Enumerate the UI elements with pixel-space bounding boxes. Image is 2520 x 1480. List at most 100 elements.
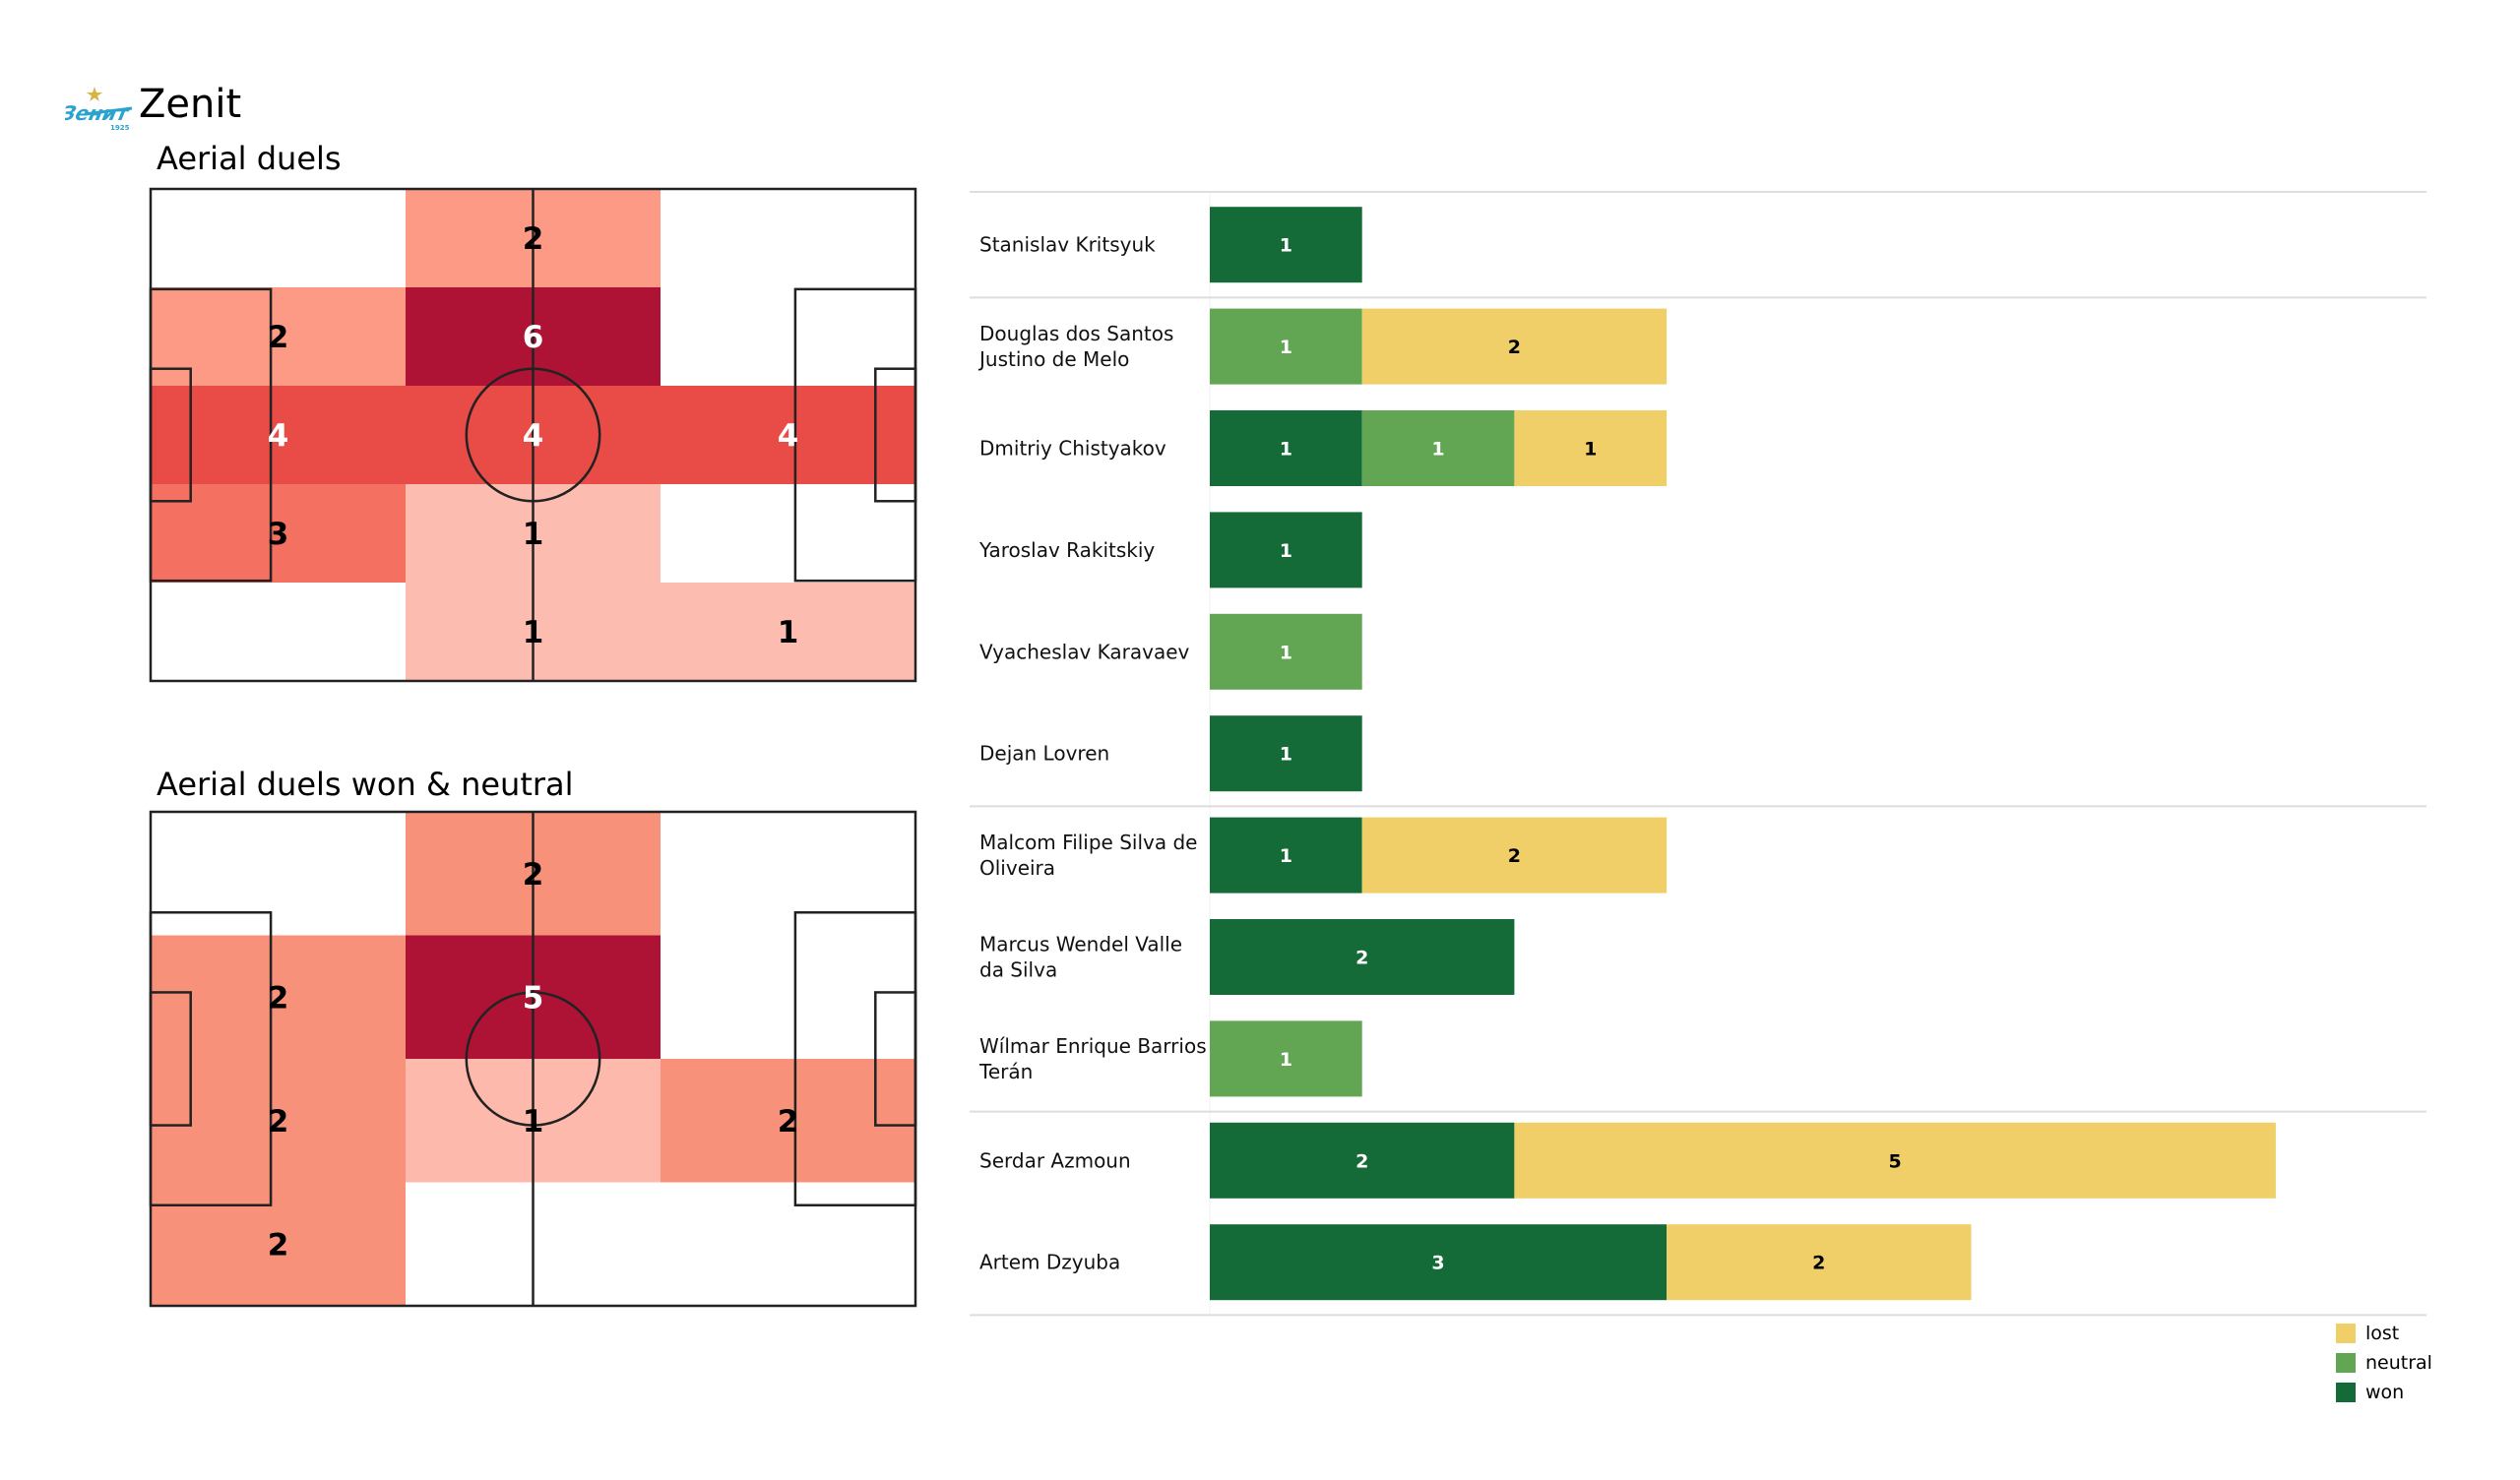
- goal-area-left: [149, 991, 192, 1127]
- heatmap-cell: [661, 1182, 916, 1307]
- heatmap-cell: [661, 189, 916, 288]
- heatmap-cell: [151, 1182, 407, 1307]
- bar-value-label: 2: [1508, 845, 1521, 867]
- heatmap-cell: [151, 484, 407, 584]
- player-name: Yaroslav Rakitskiy: [978, 538, 1155, 562]
- heatmap-cell: [151, 935, 407, 1060]
- bar-segment-lost: [1514, 410, 1668, 486]
- player-name: Malcom Filipe Silva de Oliveira: [979, 831, 1197, 880]
- legend-item-won: won: [2336, 1378, 2432, 1407]
- zenit-club-crest-icon: Зенит 1925: [58, 85, 136, 134]
- bar-segment-won: [1210, 410, 1362, 486]
- heatmap-cell: [151, 583, 407, 682]
- bar-segment-won: [1210, 1224, 1668, 1301]
- bar-value-label: 1: [1280, 337, 1292, 358]
- heatmap-value-label: 1: [523, 1104, 544, 1140]
- legend-swatch-neutral: [2336, 1353, 2356, 1373]
- heatmap-cell: [151, 386, 407, 485]
- bar-segment-won: [1210, 817, 1362, 894]
- heatmap-cell: [151, 189, 407, 288]
- player-row: Wílmar Enrique Barrios Terán 1: [978, 1020, 1362, 1097]
- bar-value-label: 5: [1889, 1150, 1902, 1172]
- heatmap-cell: [661, 386, 916, 485]
- heatmap-value-label: 2: [268, 320, 289, 355]
- heatmap-value-label: 2: [778, 1104, 799, 1140]
- bar-value-label: 1: [1280, 439, 1292, 461]
- player-name: Artem Dzyuba: [979, 1251, 1120, 1274]
- bar-value-label: 1: [1280, 642, 1292, 663]
- player-row: Marcus Wendel Valle da Silva 2: [979, 919, 1515, 995]
- player-row: Yaroslav Rakitskiy 1: [978, 512, 1362, 588]
- player-row: Dmitriy Chistyakov 1 1 1: [979, 410, 1668, 486]
- bar-value-label: 1: [1280, 744, 1292, 766]
- goal-area-left: [149, 367, 192, 503]
- bar-segment-neutral: [1210, 1020, 1362, 1097]
- goal-area-right: [874, 991, 917, 1127]
- goal-area-right: [874, 367, 917, 503]
- pitch-lines: [149, 810, 917, 1308]
- bar-value-label: 3: [1431, 1253, 1444, 1274]
- bar-segment-won: [1210, 512, 1362, 588]
- player-row: Serdar Azmoun 2 5: [979, 1122, 2276, 1199]
- bar-segment-won: [1210, 207, 1362, 283]
- bar-segment-won: [1210, 1122, 1515, 1199]
- heatmap-cell: [661, 935, 916, 1060]
- heatmap-cell: [151, 1059, 407, 1183]
- heatmap-title-won-neutral: Aerial duels won & neutral: [157, 766, 574, 803]
- heatmap-cell: [661, 812, 916, 936]
- player-name: Douglas dos Santos Justino de Melo: [977, 322, 1173, 371]
- heatmap-value-label: 2: [268, 980, 289, 1016]
- player-row: Douglas dos Santos Justino de Melo 1 2: [977, 308, 1668, 385]
- team-title: Zenit: [139, 82, 242, 127]
- heatmap-cells: [151, 189, 916, 682]
- heatmap-value-label: 4: [523, 418, 544, 454]
- heatmap-value-label: 4: [268, 418, 289, 454]
- bar-segment-neutral: [1210, 308, 1362, 385]
- legend-label-won: won: [2365, 1382, 2405, 1403]
- heatmap-cell: [661, 484, 916, 584]
- player-row: Vyacheslav Karavaev 1: [979, 613, 1362, 690]
- heatmap-cell: [151, 812, 407, 936]
- pitch-heatmap-aerial-duels: 2 2 6 4 4 4 3 1 1 1: [149, 187, 917, 683]
- bar-value-label: 1: [1584, 439, 1597, 461]
- bar-value-label: 2: [1355, 948, 1368, 969]
- bar-value-label: 1: [1280, 235, 1292, 257]
- player-row: Artem Dzyuba 3 2: [979, 1224, 1972, 1301]
- pitch-lines: [149, 187, 917, 683]
- player-name: Vyacheslav Karavaev: [979, 640, 1190, 663]
- center-circle: [465, 991, 601, 1127]
- bar-value-label: 1: [1280, 540, 1292, 562]
- bar-segment-won: [1210, 919, 1515, 995]
- heatmap-value-label: 2: [523, 221, 544, 257]
- player-name: Marcus Wendel Valle da Silva: [979, 933, 1182, 982]
- heatmap-cell: [151, 287, 407, 387]
- player-name: Stanislav Kritsyuk: [979, 233, 1156, 257]
- legend-item-lost: lost: [2336, 1319, 2432, 1348]
- heatmap-value-label: 1: [778, 615, 799, 650]
- pitch-heatmap-won-neutral: 2 2 5 2 1 2 2: [149, 810, 917, 1308]
- legend-swatch-lost: [2336, 1324, 2356, 1343]
- bar-value-label: 2: [1812, 1253, 1825, 1274]
- star-icon: [87, 87, 102, 101]
- heatmap-value-label: 5: [523, 980, 544, 1016]
- bar-value-label: 2: [1508, 337, 1521, 358]
- player-name: Dmitriy Chistyakov: [979, 437, 1166, 461]
- heatmap-value-label: 2: [523, 857, 544, 893]
- logo-year: 1925: [110, 124, 130, 132]
- bar-value-label: 1: [1280, 845, 1292, 867]
- heatmap-value-label: 3: [268, 517, 289, 552]
- heatmap-cell: [661, 1059, 916, 1183]
- bar-segment-neutral: [1210, 613, 1362, 690]
- player-name: Dejan Lovren: [979, 742, 1109, 766]
- heatmap-value-label: 1: [523, 615, 544, 650]
- legend-label-neutral: neutral: [2365, 1352, 2432, 1374]
- bar-segment-won: [1210, 715, 1362, 792]
- heatmap-value-label: 6: [523, 320, 544, 355]
- bar-segment-neutral: [1361, 410, 1515, 486]
- heatmap-cell: [661, 287, 916, 387]
- heatmap-title-aerial-duels: Aerial duels: [157, 140, 342, 177]
- legend-swatch-won: [2336, 1383, 2356, 1402]
- legend-label-lost: lost: [2365, 1323, 2400, 1344]
- bar-value-label: 2: [1355, 1150, 1368, 1172]
- heatmap-value-label: 1: [523, 517, 544, 552]
